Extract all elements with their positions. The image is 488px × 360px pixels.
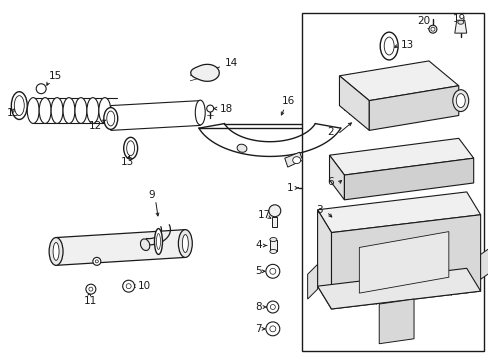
Text: 4: 4 [254,240,261,251]
Circle shape [93,257,101,265]
Polygon shape [190,64,219,81]
Text: 7: 7 [254,324,261,334]
Polygon shape [359,231,448,293]
Ellipse shape [178,230,192,257]
Ellipse shape [430,27,434,31]
Ellipse shape [206,105,213,112]
Ellipse shape [63,98,75,123]
Circle shape [269,268,275,274]
Ellipse shape [452,90,468,112]
Ellipse shape [380,32,397,60]
Circle shape [95,260,98,263]
Ellipse shape [126,141,134,156]
Ellipse shape [14,96,24,116]
Ellipse shape [156,234,160,249]
Polygon shape [317,192,480,233]
Text: 8: 8 [254,302,261,312]
Circle shape [266,301,278,313]
Polygon shape [329,138,473,175]
Polygon shape [480,247,488,279]
Ellipse shape [182,235,188,252]
Ellipse shape [36,84,46,94]
Circle shape [126,284,131,289]
Circle shape [86,284,96,294]
Ellipse shape [87,98,99,123]
Polygon shape [329,155,344,200]
Circle shape [268,205,280,217]
Text: 11: 11 [84,296,97,306]
Text: 9: 9 [148,190,155,200]
Text: 20: 20 [416,16,429,26]
Text: 1: 1 [286,183,293,193]
Ellipse shape [292,157,300,164]
Ellipse shape [49,238,63,265]
Polygon shape [317,268,480,309]
Ellipse shape [195,100,205,125]
Text: 17: 17 [257,210,271,220]
Text: 5: 5 [254,266,261,276]
Polygon shape [339,61,458,100]
Bar [301,13,483,351]
Ellipse shape [103,108,118,129]
Text: 3: 3 [316,205,323,215]
Ellipse shape [237,144,246,152]
Polygon shape [56,230,185,265]
Bar [272,217,277,227]
Polygon shape [307,264,317,299]
Text: 16: 16 [281,96,294,105]
Text: 15: 15 [49,71,62,81]
Ellipse shape [75,98,87,123]
Text: 2: 2 [327,127,333,138]
Ellipse shape [140,239,149,251]
Polygon shape [284,152,302,167]
Ellipse shape [39,98,51,123]
Polygon shape [368,86,458,130]
Polygon shape [339,76,368,130]
Circle shape [89,287,93,291]
Ellipse shape [11,92,27,120]
Ellipse shape [455,94,464,108]
Ellipse shape [99,98,111,123]
Ellipse shape [53,243,59,260]
Circle shape [265,322,279,336]
Ellipse shape [428,25,436,33]
Text: 13: 13 [400,40,413,50]
Ellipse shape [457,20,463,24]
Bar [269,239,276,251]
Polygon shape [111,100,200,130]
Circle shape [265,264,279,278]
Text: 18: 18 [220,104,233,113]
Text: 19: 19 [452,14,465,24]
Polygon shape [379,299,413,344]
Ellipse shape [51,98,63,123]
Ellipse shape [269,238,276,242]
Text: 12: 12 [89,121,102,131]
Text: 10: 10 [137,281,150,291]
Circle shape [269,326,275,332]
Ellipse shape [154,229,162,255]
Ellipse shape [106,111,115,126]
Text: 13: 13 [121,157,134,167]
Polygon shape [344,158,473,200]
Circle shape [122,280,134,292]
Text: 13: 13 [6,108,20,117]
Polygon shape [317,210,331,309]
Ellipse shape [384,37,393,55]
Text: 14: 14 [224,58,238,68]
Polygon shape [454,20,466,33]
Ellipse shape [27,98,39,123]
Ellipse shape [123,137,137,159]
Text: 6: 6 [327,177,333,187]
Circle shape [270,305,275,310]
Polygon shape [331,215,480,309]
Ellipse shape [269,249,276,253]
